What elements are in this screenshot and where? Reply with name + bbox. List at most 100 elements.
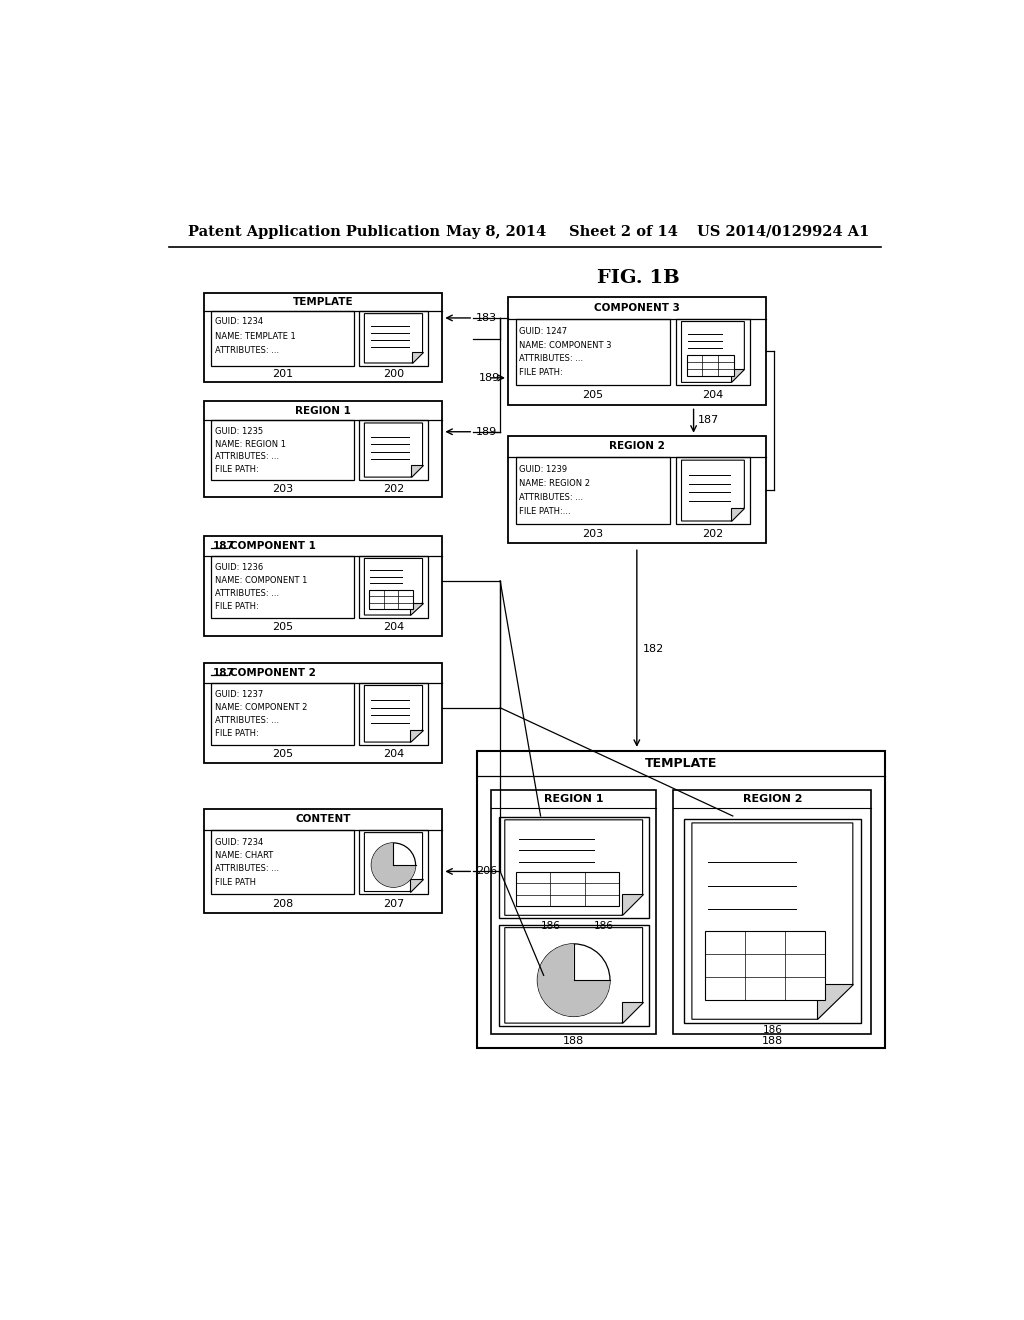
Text: 204: 204 — [383, 748, 404, 759]
Text: 189: 189 — [479, 372, 500, 383]
Text: FILE PATH: FILE PATH — [215, 878, 256, 887]
Text: 205: 205 — [272, 622, 293, 632]
Polygon shape — [372, 843, 416, 887]
Bar — [358, 682, 428, 744]
Bar — [211, 420, 354, 480]
Bar — [358, 556, 428, 618]
Bar — [499, 817, 649, 919]
Polygon shape — [622, 1002, 643, 1023]
Text: NAME: CHART: NAME: CHART — [215, 851, 273, 861]
Bar — [684, 818, 860, 1023]
Text: TEMPLATE: TEMPLATE — [645, 758, 717, 770]
Bar — [211, 312, 354, 366]
Text: ATTRIBUTES: ...: ATTRIBUTES: ... — [519, 355, 584, 363]
Text: ATTRIBUTES: ...: ATTRIBUTES: ... — [215, 346, 279, 355]
Text: GUID: 1235: GUID: 1235 — [215, 428, 263, 437]
Polygon shape — [365, 314, 423, 363]
Text: Sheet 2 of 14: Sheet 2 of 14 — [569, 224, 678, 239]
Bar — [204, 293, 442, 381]
Text: GUID: 1236: GUID: 1236 — [215, 564, 263, 572]
Text: COMPONENT 2: COMPONENT 2 — [230, 668, 315, 677]
Text: 203: 203 — [583, 529, 603, 539]
Text: 187: 187 — [213, 668, 234, 677]
Text: ATTRIBUTES: ...: ATTRIBUTES: ... — [215, 453, 279, 461]
Text: 207: 207 — [383, 899, 404, 908]
Bar — [477, 751, 885, 1048]
Polygon shape — [411, 465, 423, 477]
Polygon shape — [410, 879, 423, 891]
Text: 186: 186 — [594, 921, 613, 931]
Text: REGION 2: REGION 2 — [609, 441, 665, 451]
Text: COMPONENT 1: COMPONENT 1 — [230, 541, 315, 550]
Polygon shape — [682, 461, 744, 521]
Text: 188: 188 — [563, 1036, 585, 1045]
Polygon shape — [411, 602, 423, 615]
Bar — [516, 318, 671, 385]
Text: 204: 204 — [383, 622, 404, 632]
Text: GUID: 7234: GUID: 7234 — [215, 838, 263, 846]
Bar — [676, 457, 751, 524]
Text: NAME: COMPONENT 2: NAME: COMPONENT 2 — [215, 704, 307, 713]
Text: FILE PATH:: FILE PATH: — [215, 465, 258, 474]
Bar — [211, 682, 354, 744]
Text: May 8, 2014: May 8, 2014 — [446, 224, 547, 239]
Polygon shape — [538, 944, 610, 1016]
Polygon shape — [731, 508, 744, 521]
Text: FILE PATH:: FILE PATH: — [215, 602, 258, 611]
Text: 200: 200 — [383, 368, 404, 379]
Text: CONTENT: CONTENT — [295, 814, 351, 825]
Text: 183: 183 — [476, 313, 498, 323]
Text: FILE PATH:: FILE PATH: — [215, 729, 258, 738]
Bar — [204, 809, 442, 913]
Bar — [705, 931, 825, 999]
Polygon shape — [505, 928, 643, 1023]
Bar — [676, 318, 751, 385]
Bar — [358, 830, 428, 894]
Bar — [358, 312, 428, 366]
Bar — [686, 355, 733, 376]
Bar — [211, 556, 354, 618]
Bar — [499, 924, 649, 1026]
Polygon shape — [365, 685, 423, 742]
Bar — [204, 536, 442, 636]
Text: FIG. 1B: FIG. 1B — [597, 269, 680, 286]
Bar — [369, 590, 413, 610]
Text: NAME: TEMPLATE 1: NAME: TEMPLATE 1 — [215, 331, 296, 341]
Text: 202: 202 — [702, 529, 724, 539]
Text: 186: 186 — [542, 921, 561, 931]
Text: NAME: COMPONENT 1: NAME: COMPONENT 1 — [215, 576, 307, 585]
Text: NAME: COMPONENT 3: NAME: COMPONENT 3 — [519, 341, 612, 350]
Polygon shape — [505, 820, 643, 915]
Text: TEMPLATE: TEMPLATE — [293, 297, 353, 308]
Bar — [358, 420, 428, 480]
Polygon shape — [817, 983, 853, 1019]
Polygon shape — [365, 833, 423, 891]
Polygon shape — [731, 370, 744, 383]
Polygon shape — [622, 895, 643, 915]
Text: GUID: 1234: GUID: 1234 — [215, 317, 263, 326]
Bar — [204, 663, 442, 763]
Bar — [516, 873, 620, 906]
Text: COMPONENT 3: COMPONENT 3 — [594, 302, 680, 313]
Text: 189: 189 — [476, 426, 498, 437]
Text: US 2014/0129924 A1: US 2014/0129924 A1 — [696, 224, 869, 239]
Text: 205: 205 — [583, 391, 603, 400]
Text: 203: 203 — [272, 483, 293, 494]
Text: NAME: REGION 2: NAME: REGION 2 — [519, 479, 591, 488]
Text: 187: 187 — [697, 416, 719, 425]
Text: REGION 1: REGION 1 — [544, 795, 603, 804]
Text: ATTRIBUTES: ...: ATTRIBUTES: ... — [215, 715, 279, 725]
Text: ATTRIBUTES: ...: ATTRIBUTES: ... — [215, 865, 279, 874]
Text: 188: 188 — [762, 1036, 783, 1045]
Polygon shape — [365, 558, 423, 615]
Bar — [204, 401, 442, 498]
Text: GUID: 1237: GUID: 1237 — [215, 690, 263, 700]
Text: GUID: 1239: GUID: 1239 — [519, 465, 567, 474]
Text: FILE PATH:...: FILE PATH:... — [519, 507, 571, 516]
Polygon shape — [412, 352, 423, 363]
Text: 202: 202 — [383, 483, 404, 494]
Bar — [516, 457, 671, 524]
Text: GUID: 1247: GUID: 1247 — [519, 326, 567, 335]
Text: 205: 205 — [272, 748, 293, 759]
Text: REGION 1: REGION 1 — [295, 405, 351, 416]
